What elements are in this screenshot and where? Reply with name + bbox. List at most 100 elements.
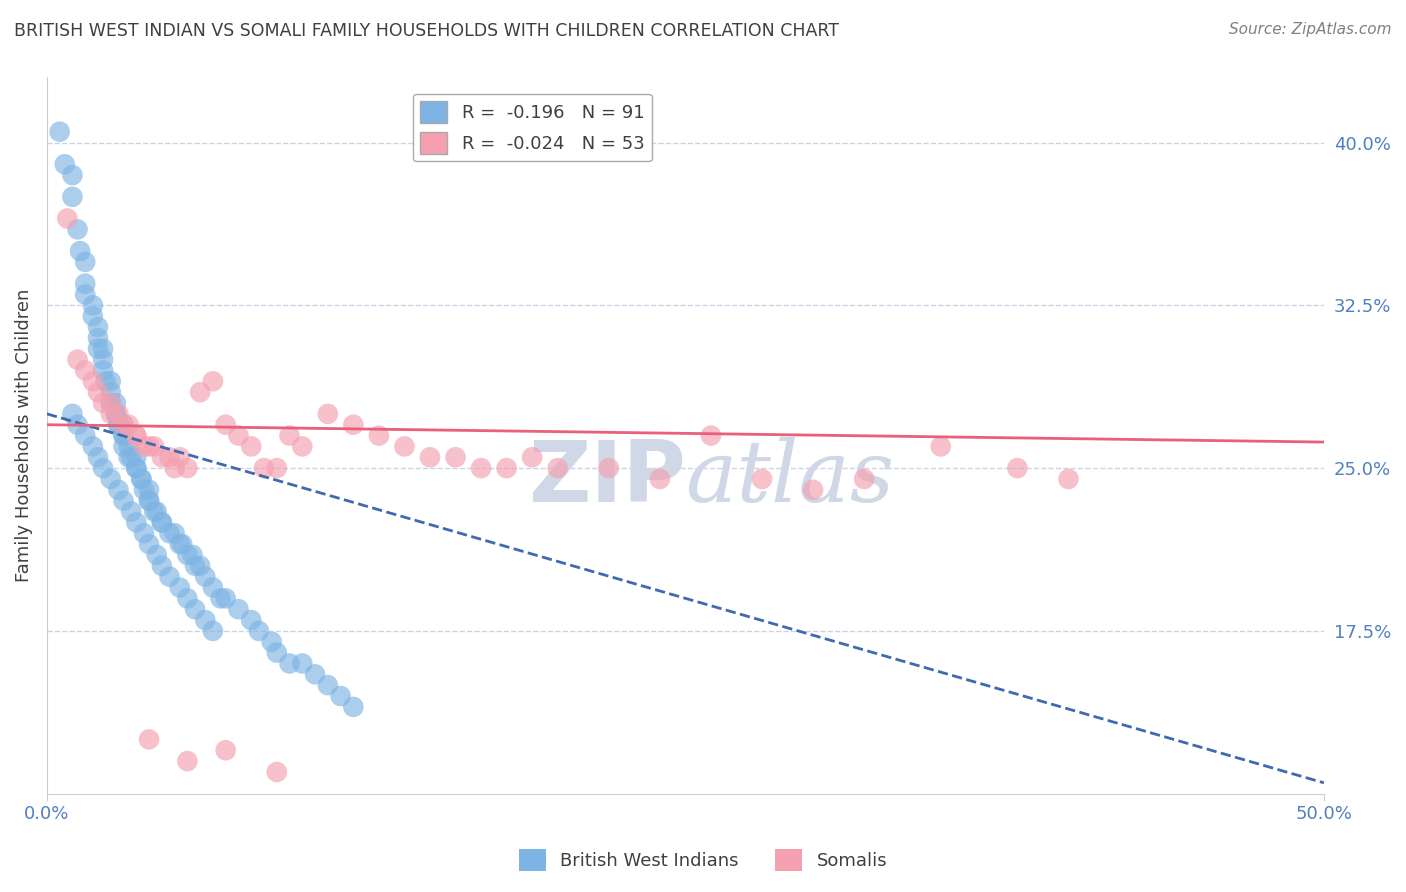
Point xyxy=(342,417,364,432)
Point xyxy=(266,461,288,475)
Point xyxy=(112,417,135,432)
Point xyxy=(172,537,194,551)
Point xyxy=(107,417,129,432)
Point xyxy=(266,764,288,779)
Point xyxy=(188,558,211,573)
Point xyxy=(138,483,160,497)
Point xyxy=(240,613,263,627)
Point xyxy=(194,569,217,583)
Point xyxy=(495,461,517,475)
Point xyxy=(853,472,876,486)
Point xyxy=(132,439,155,453)
Point xyxy=(240,439,263,453)
Point xyxy=(929,439,952,453)
Point xyxy=(150,516,173,530)
Point xyxy=(138,493,160,508)
Point xyxy=(188,385,211,400)
Text: atlas: atlas xyxy=(685,437,894,520)
Point xyxy=(82,309,104,323)
Point xyxy=(143,504,166,518)
Point xyxy=(260,634,283,648)
Point xyxy=(215,743,238,757)
Point xyxy=(120,450,142,465)
Point xyxy=(215,417,238,432)
Point xyxy=(201,624,224,638)
Point xyxy=(1007,461,1029,475)
Point xyxy=(107,483,129,497)
Point xyxy=(91,461,114,475)
Point xyxy=(53,157,76,171)
Point xyxy=(48,125,70,139)
Point xyxy=(138,439,160,453)
Point xyxy=(62,407,84,421)
Point xyxy=(150,558,173,573)
Point xyxy=(100,396,122,410)
Point xyxy=(291,657,314,671)
Point xyxy=(104,407,127,421)
Point xyxy=(209,591,232,606)
Point xyxy=(184,602,207,616)
Point xyxy=(419,450,441,465)
Point xyxy=(75,277,97,291)
Point xyxy=(176,754,198,768)
Point xyxy=(82,298,104,312)
Point xyxy=(278,428,301,442)
Point xyxy=(176,591,198,606)
Legend: R =  -0.196   N = 91, R =  -0.024   N = 53: R = -0.196 N = 91, R = -0.024 N = 53 xyxy=(413,94,651,161)
Point xyxy=(100,472,122,486)
Point xyxy=(125,428,148,442)
Point xyxy=(87,450,110,465)
Point xyxy=(82,439,104,453)
Point xyxy=(751,472,773,486)
Point xyxy=(87,342,110,356)
Point xyxy=(176,461,198,475)
Point xyxy=(125,461,148,475)
Point xyxy=(91,396,114,410)
Point xyxy=(91,363,114,377)
Point xyxy=(215,591,238,606)
Point xyxy=(75,255,97,269)
Point xyxy=(228,428,250,442)
Point xyxy=(104,396,127,410)
Point xyxy=(125,516,148,530)
Point xyxy=(184,558,207,573)
Point xyxy=(181,548,204,562)
Point xyxy=(112,428,135,442)
Point xyxy=(247,624,270,638)
Point xyxy=(117,417,139,432)
Point xyxy=(394,439,416,453)
Point xyxy=(169,450,191,465)
Point xyxy=(66,417,89,432)
Point xyxy=(66,352,89,367)
Point xyxy=(169,581,191,595)
Text: ZIP: ZIP xyxy=(527,437,685,520)
Point xyxy=(117,439,139,453)
Point xyxy=(194,613,217,627)
Y-axis label: Family Households with Children: Family Households with Children xyxy=(15,289,32,582)
Point xyxy=(1057,472,1080,486)
Point xyxy=(132,483,155,497)
Point xyxy=(100,374,122,388)
Point xyxy=(82,374,104,388)
Point xyxy=(176,548,198,562)
Point xyxy=(112,428,135,442)
Text: Source: ZipAtlas.com: Source: ZipAtlas.com xyxy=(1229,22,1392,37)
Point xyxy=(228,602,250,616)
Point xyxy=(87,320,110,334)
Point xyxy=(91,342,114,356)
Point xyxy=(159,526,181,541)
Point xyxy=(138,732,160,747)
Point xyxy=(112,439,135,453)
Point xyxy=(138,493,160,508)
Point xyxy=(104,407,127,421)
Point xyxy=(100,407,122,421)
Point xyxy=(100,385,122,400)
Point xyxy=(117,450,139,465)
Point xyxy=(107,417,129,432)
Point xyxy=(291,439,314,453)
Legend: British West Indians, Somalis: British West Indians, Somalis xyxy=(512,842,894,879)
Point xyxy=(444,450,467,465)
Point xyxy=(159,569,181,583)
Point xyxy=(329,689,352,703)
Point xyxy=(62,190,84,204)
